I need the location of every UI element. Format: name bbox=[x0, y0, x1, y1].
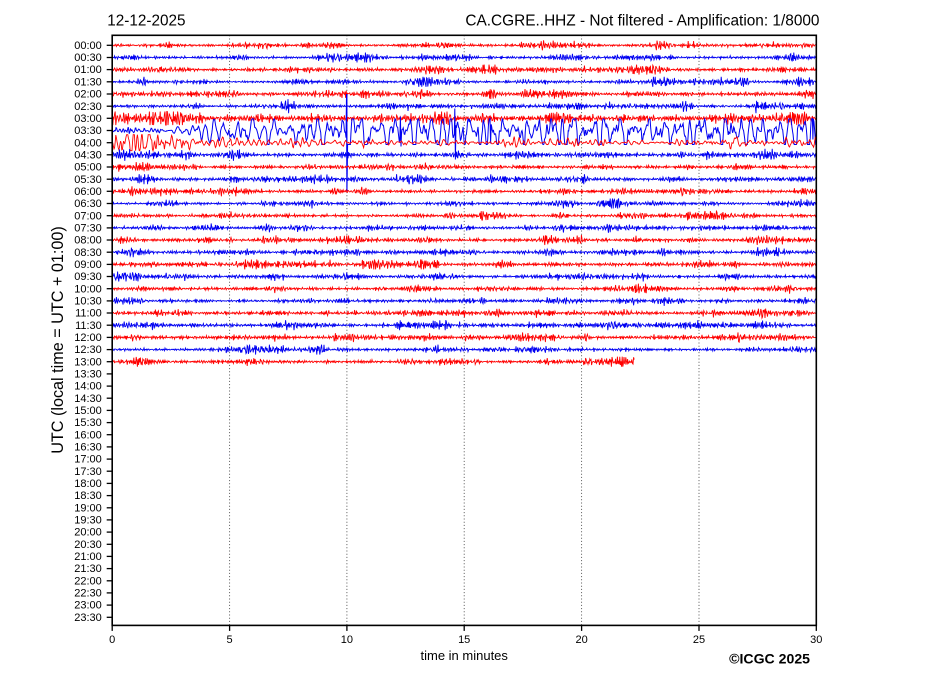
svg-text:30: 30 bbox=[810, 634, 822, 646]
svg-text:21:30: 21:30 bbox=[74, 563, 102, 575]
svg-text:11:30: 11:30 bbox=[75, 320, 102, 332]
svg-text:UTC (local time = UTC + 01:00): UTC (local time = UTC + 01:00) bbox=[49, 226, 67, 454]
svg-text:17:00: 17:00 bbox=[74, 454, 102, 466]
svg-text:21:00: 21:00 bbox=[74, 551, 102, 563]
svg-text:22:00: 22:00 bbox=[74, 575, 102, 587]
svg-text:20: 20 bbox=[575, 634, 587, 646]
svg-text:5: 5 bbox=[227, 634, 233, 646]
svg-text:10: 10 bbox=[341, 634, 353, 646]
svg-text:©ICGC 2025: ©ICGC 2025 bbox=[729, 650, 810, 666]
svg-text:13:30: 13:30 bbox=[74, 369, 102, 381]
svg-text:04:30: 04:30 bbox=[74, 149, 102, 161]
svg-text:18:30: 18:30 bbox=[74, 490, 102, 502]
svg-text:06:00: 06:00 bbox=[74, 186, 102, 198]
svg-text:00:30: 00:30 bbox=[74, 52, 102, 64]
svg-text:20:30: 20:30 bbox=[74, 539, 102, 551]
svg-text:07:00: 07:00 bbox=[74, 210, 102, 222]
svg-text:23:30: 23:30 bbox=[74, 612, 102, 624]
svg-text:18:00: 18:00 bbox=[74, 478, 102, 490]
svg-text:19:00: 19:00 bbox=[74, 502, 102, 514]
svg-text:06:30: 06:30 bbox=[74, 198, 102, 210]
svg-text:0: 0 bbox=[109, 634, 115, 646]
svg-text:05:30: 05:30 bbox=[74, 174, 102, 186]
svg-text:10:30: 10:30 bbox=[74, 296, 102, 308]
svg-text:11:00: 11:00 bbox=[75, 308, 102, 320]
svg-text:08:00: 08:00 bbox=[74, 235, 102, 247]
svg-text:14:00: 14:00 bbox=[74, 381, 102, 393]
svg-text:04:00: 04:00 bbox=[74, 137, 102, 149]
svg-text:09:30: 09:30 bbox=[74, 271, 102, 283]
svg-text:CA.CGRE..HHZ - Not filtered -: CA.CGRE..HHZ - Not filtered - Amplificat… bbox=[465, 13, 819, 30]
svg-text:16:30: 16:30 bbox=[74, 442, 102, 454]
svg-text:time in minutes: time in minutes bbox=[420, 648, 508, 663]
svg-text:03:30: 03:30 bbox=[74, 125, 102, 137]
svg-text:07:30: 07:30 bbox=[74, 223, 102, 235]
svg-text:02:30: 02:30 bbox=[74, 101, 102, 113]
svg-text:17:30: 17:30 bbox=[74, 466, 102, 478]
svg-text:02:00: 02:00 bbox=[74, 89, 102, 101]
svg-text:19:30: 19:30 bbox=[74, 515, 102, 527]
svg-text:25: 25 bbox=[693, 634, 705, 646]
svg-text:10:00: 10:00 bbox=[74, 283, 102, 295]
svg-text:15:00: 15:00 bbox=[74, 405, 102, 417]
svg-text:20:00: 20:00 bbox=[74, 527, 102, 539]
svg-text:15:30: 15:30 bbox=[74, 417, 102, 429]
svg-text:03:00: 03:00 bbox=[74, 113, 102, 125]
svg-text:12:30: 12:30 bbox=[74, 344, 102, 356]
svg-text:12:00: 12:00 bbox=[74, 332, 102, 344]
svg-text:09:00: 09:00 bbox=[74, 259, 102, 271]
svg-text:15: 15 bbox=[458, 634, 470, 646]
svg-text:16:00: 16:00 bbox=[74, 429, 102, 441]
svg-text:05:00: 05:00 bbox=[74, 162, 102, 174]
svg-text:12-12-2025: 12-12-2025 bbox=[107, 13, 185, 30]
svg-text:01:00: 01:00 bbox=[74, 64, 102, 76]
svg-text:22:30: 22:30 bbox=[74, 588, 102, 600]
svg-text:00:00: 00:00 bbox=[74, 40, 102, 52]
svg-text:08:30: 08:30 bbox=[74, 247, 102, 259]
svg-text:14:30: 14:30 bbox=[74, 393, 102, 405]
svg-text:23:00: 23:00 bbox=[74, 600, 102, 612]
svg-text:13:00: 13:00 bbox=[74, 356, 102, 368]
svg-text:01:30: 01:30 bbox=[74, 76, 102, 88]
